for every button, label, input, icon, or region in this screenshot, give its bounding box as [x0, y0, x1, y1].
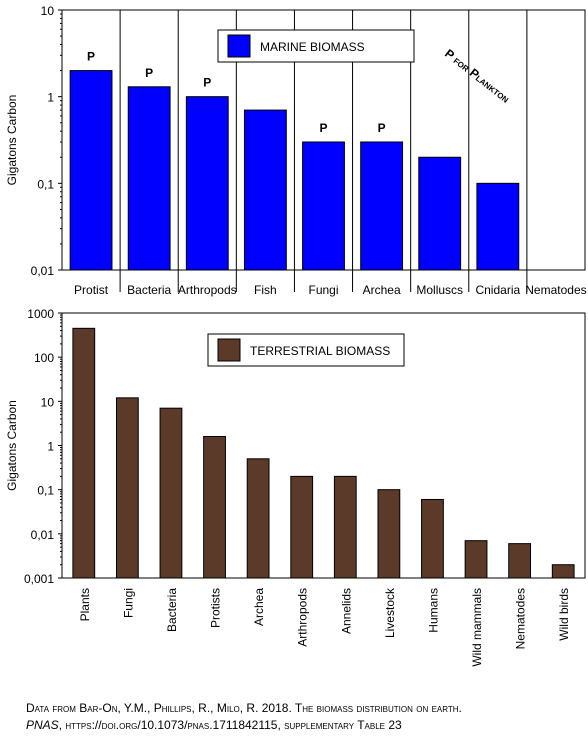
- bar: [159, 407, 183, 579]
- y-axis-label: Gigatons Carbon: [5, 400, 19, 491]
- bar: [69, 70, 113, 271]
- legend-swatch: [217, 338, 241, 362]
- y-tick-label: 0,001: [24, 572, 54, 586]
- x-tick-label: Protist: [74, 283, 109, 297]
- legend-label: TERRESTRIAL BIOMASS: [250, 344, 390, 358]
- x-tick-label: Protists: [209, 588, 223, 628]
- y-tick-label: 1000: [27, 307, 54, 321]
- x-tick-label: Archea: [252, 588, 266, 626]
- plankton-marker: P: [319, 121, 327, 135]
- bar: [476, 182, 520, 271]
- bar: [243, 109, 287, 271]
- x-tick-label: Wild birds: [557, 588, 571, 641]
- x-tick-label: Cnidaria: [475, 283, 520, 297]
- legend-label: MARINE BIOMASS: [260, 40, 365, 54]
- x-tick-label: Fungi: [121, 588, 135, 618]
- bar: [464, 540, 488, 579]
- plankton-marker: P: [145, 66, 153, 80]
- plankton-marker: P: [87, 50, 95, 64]
- bar: [127, 86, 171, 271]
- legend: MARINE BIOMASS: [217, 29, 415, 63]
- bar: [360, 141, 404, 271]
- bar: [290, 475, 314, 579]
- x-tick-label: Plants: [78, 588, 92, 621]
- x-tick-label: Nematodes: [514, 588, 528, 649]
- source-line-2: PNAS, https://doi.org/10.1073/pnas.17118…: [26, 718, 402, 732]
- source-line-1: Data from Bar-On, Y.M., Phillips, R., Mi…: [26, 701, 462, 715]
- y-tick-label: 10: [41, 4, 55, 18]
- bar: [377, 489, 401, 579]
- legend-box: [207, 333, 405, 367]
- source-doi: , https://doi.org/10.1073/pnas.171184211…: [59, 718, 402, 732]
- y-tick-label: 0,01: [31, 264, 55, 278]
- x-tick-label: Humans: [426, 588, 440, 633]
- y-tick-label: 1: [47, 91, 54, 105]
- bar: [421, 498, 444, 579]
- plankton-marker: P: [378, 121, 386, 135]
- x-tick-label: Annelids: [339, 588, 353, 634]
- y-tick-label: 0,1: [37, 484, 54, 498]
- x-tick-label: Molluscs: [416, 283, 463, 297]
- x-tick-label: Bacteria: [127, 283, 171, 297]
- bar: [333, 475, 357, 579]
- x-tick-label: Arthropods: [296, 588, 310, 647]
- bar: [302, 141, 345, 271]
- bar: [551, 564, 575, 579]
- y-tick-label: 0,1: [37, 177, 54, 191]
- y-tick-label: 1: [47, 440, 54, 454]
- legend: TERRESTRIAL BIOMASS: [207, 333, 405, 367]
- x-tick-label: Arthropods: [178, 283, 237, 297]
- x-tick-label: Livestock: [383, 587, 397, 638]
- bar: [185, 96, 229, 271]
- bar: [203, 435, 226, 579]
- x-tick-label: Nematodes: [525, 283, 586, 297]
- y-axis-label: Gigatons Carbon: [5, 95, 19, 186]
- legend-box: [217, 29, 415, 63]
- legend-swatch: [227, 34, 251, 58]
- note: P for Plankton: [442, 46, 513, 105]
- bar: [72, 327, 96, 579]
- y-tick-label: 10: [41, 395, 55, 409]
- y-tick-label: 100: [34, 351, 54, 365]
- x-tick-label: Wild mammals: [470, 588, 484, 667]
- bar: [508, 543, 532, 579]
- y-tick-label: 0,01: [31, 528, 55, 542]
- bar: [246, 458, 270, 579]
- journal: PNAS: [26, 718, 59, 732]
- bar: [418, 156, 462, 271]
- x-tick-label: Fish: [254, 283, 277, 297]
- x-tick-label: Archea: [363, 283, 401, 297]
- bar: [115, 397, 139, 579]
- plankton-marker: P: [203, 76, 211, 90]
- x-tick-label: Bacteria: [165, 588, 179, 632]
- x-tick-label: Fungi: [308, 283, 338, 297]
